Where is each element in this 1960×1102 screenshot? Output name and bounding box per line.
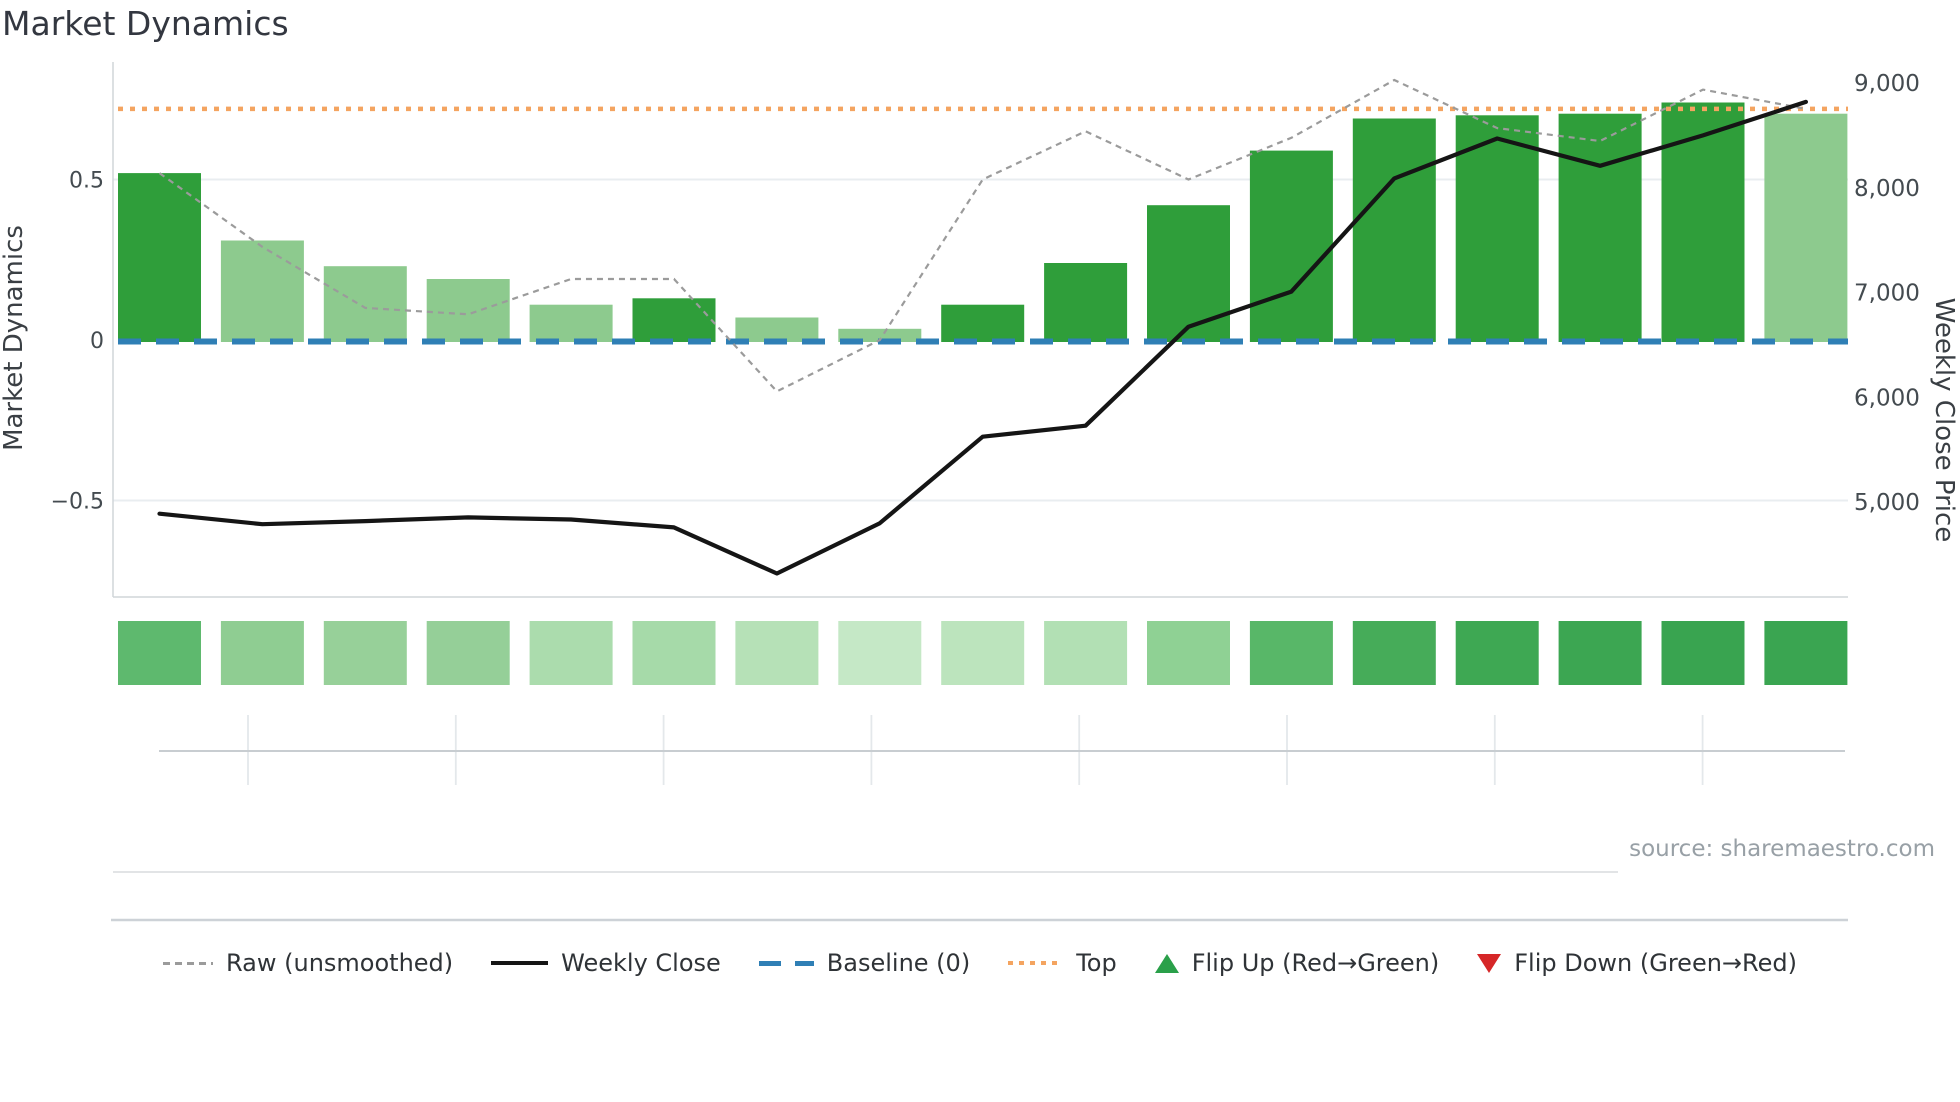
left-axis-label: Market Dynamics [0,225,29,451]
left-tick-label: −0.5 [51,490,104,515]
momentum-bar [323,266,407,342]
legend-item: Flip Up (Red→Green) [1154,949,1440,977]
legend-item: Raw (unsmoothed) [163,949,453,977]
momentum-bar [1558,113,1642,342]
momentum-bar [941,304,1025,342]
chart-legend: Raw (unsmoothed) Weekly Close Baseline (0)… [0,949,1960,977]
momentum-bar [426,279,510,342]
legend-label: Flip Up (Red→Green) [1191,949,1440,977]
heat-strip-cell [1764,621,1848,685]
left-tick-label: 0 [90,329,104,354]
legend-line-dashed-thick-icon [758,960,814,966]
legend-label: Top [1076,949,1117,977]
legend-triangle-up-icon [1154,953,1179,973]
heat-strip-cell [632,621,716,685]
legend-item: Flip Down (Green→Red) [1477,949,1797,977]
momentum-bar [1455,115,1539,342]
momentum-bar [1147,205,1230,342]
source-attribution: source: sharemaestro.com [1629,836,1935,862]
legend-triangle-down-icon [1477,953,1502,973]
heat-strip-cell [426,621,510,685]
right-axis-label: Weekly Close Price [1929,297,1959,543]
left-tick-label: 0.5 [69,169,104,194]
heat-strip-cell [1455,621,1539,685]
momentum-bar [118,173,201,342]
right-tick-label: 8,000 [1854,176,1920,202]
heat-strip-cell [1249,621,1333,685]
momentum-bar [1661,102,1745,342]
right-tick-label: 9,000 [1854,71,1920,97]
heat-strip-cell [1558,621,1642,685]
legend-item: Baseline (0) [758,949,971,977]
chart-title: Market Dynamics [2,4,289,43]
heat-strip-cell [735,621,819,685]
right-tick-label: 5,000 [1854,490,1920,516]
heat-strip-cell [1044,621,1128,685]
legend-label: Weekly Close [561,949,721,977]
momentum-bar [1044,263,1128,342]
legend-item: Top [1008,949,1117,977]
heat-strip-cell [1661,621,1745,685]
momentum-bar [1249,150,1333,342]
legend-line-solid-icon [491,961,549,965]
right-tick-label: 6,000 [1854,385,1920,411]
legend-line-dotted-icon [1008,961,1064,965]
heat-strip-cell [529,621,613,685]
momentum-bar [1352,118,1436,342]
momentum-bar [1764,113,1848,342]
momentum-bar [529,304,613,342]
legend-label: Baseline (0) [826,949,971,977]
right-tick-label: 7,000 [1854,281,1920,307]
heat-strip-cell [118,621,201,685]
heat-strip-cell [323,621,407,685]
heat-strip-cell [220,621,304,685]
legend-label: Flip Down (Green→Red) [1514,949,1797,977]
heat-strip-cell [1147,621,1230,685]
weekly-close-line [157,99,1809,576]
momentum-bar [735,317,819,342]
heat-strip-cell [941,621,1025,685]
legend-item: Weekly Close [491,949,721,977]
momentum-bar [632,298,716,342]
heat-strip-cell [1352,621,1436,685]
legend-line-dashed-icon [163,961,214,965]
legend-label: Raw (unsmoothed) [226,949,454,977]
heat-strip-cell [838,621,922,685]
momentum-bar [220,240,304,342]
